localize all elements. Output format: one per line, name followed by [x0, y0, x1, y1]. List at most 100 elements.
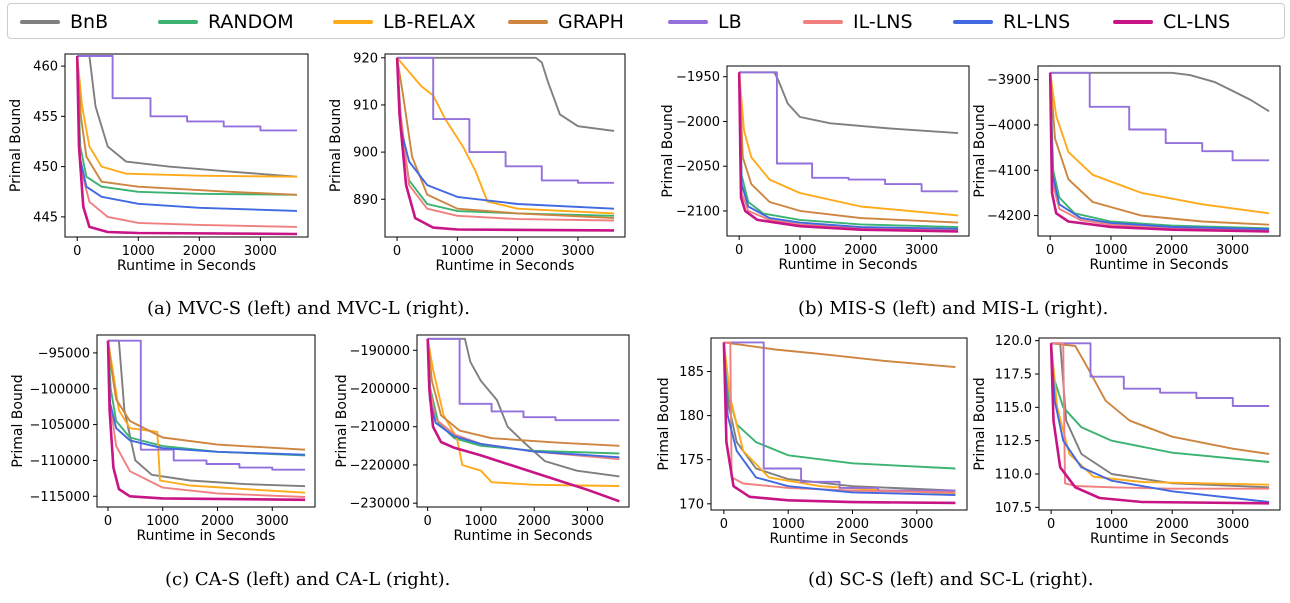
y-tick-label: −100000 — [29, 382, 90, 397]
series-line-bnb — [77, 55, 298, 178]
y-tick-label: 120.0 — [995, 334, 1032, 349]
series-line-rl-lns — [396, 57, 615, 210]
x-axis-label: Runtime in Seconds — [454, 528, 593, 544]
x-tick-label: 2000 — [844, 243, 877, 258]
y-tick-label: −3900 — [987, 73, 1031, 88]
series-line-bnb — [722, 342, 956, 492]
legend-item-bnb: BnB — [20, 4, 108, 40]
series-line-cl-lns — [395, 57, 615, 232]
chart-panel-5: 0 1000 2000 3000 −115000 −110000 −105000 −10000… — [10, 334, 316, 544]
legend-swatch — [20, 20, 60, 24]
x-tick-label: 0 — [720, 517, 728, 532]
y-tick-label: 110.0 — [995, 468, 1032, 483]
chart-panel-4: 0 1000 2000 3000 −4200 −4100 −4000 −3900 Runtime… — [972, 65, 1281, 273]
plot-frame — [384, 53, 626, 238]
legend-swatch — [1113, 20, 1153, 24]
series-line-lb — [427, 337, 620, 422]
plot-frame — [726, 65, 970, 237]
x-tick-label: 3000 — [571, 514, 604, 529]
series-line-graph — [396, 57, 615, 220]
legend-label: IL-LNS — [853, 11, 913, 33]
legend-label: RL-LNS — [1003, 11, 1071, 33]
series-line-lb-relax — [76, 55, 298, 178]
y-tick-label: 450 — [33, 160, 58, 175]
series-line-graph — [107, 340, 306, 451]
x-tick-label: 2000 — [518, 514, 551, 529]
legend-label: RANDOM — [208, 11, 294, 33]
x-tick-label: 0 — [735, 243, 743, 258]
y-tick-label: 117.5 — [995, 368, 1032, 383]
series-line-bnb — [1050, 71, 1270, 113]
series-line-lb — [1051, 342, 1270, 407]
x-axis-label: Runtime in Seconds — [436, 258, 575, 274]
series-line-lb — [397, 56, 615, 184]
y-tick-label: 115.0 — [995, 401, 1032, 416]
x-tick-label: 3000 — [905, 243, 938, 258]
x-axis-label: Runtime in Seconds — [137, 528, 276, 544]
series-line-graph — [1049, 72, 1270, 226]
x-axis-label: Runtime in Seconds — [1090, 257, 1229, 273]
x-axis-label: Runtime in Seconds — [779, 257, 918, 273]
series-line-lb — [108, 339, 306, 471]
plot-frame — [710, 337, 968, 511]
y-axis-label: Primal Bound — [972, 104, 988, 197]
y-tick-label: −4000 — [987, 118, 1031, 133]
legend-item-lb: LB — [668, 4, 742, 40]
y-axis-label: Primal Bound — [328, 99, 344, 192]
chart-panel-6: 0 1000 2000 3000 −230000 −220000 −210000 −20000… — [334, 334, 630, 544]
y-axis-label: Primal Bound — [656, 377, 672, 470]
x-tick-label: 1000 — [146, 514, 179, 529]
y-tick-label: −1950 — [676, 70, 720, 85]
caption-d: (d) SC-S (left) and SC-L (right). — [808, 569, 1094, 590]
series-line-random — [1049, 72, 1270, 230]
series-line-cl-lns — [1049, 343, 1270, 505]
series-line-cl-lns — [426, 338, 620, 503]
y-tick-label: 170 — [679, 497, 704, 512]
x-tick-label: 0 — [393, 244, 401, 259]
x-tick-label: 2000 — [1156, 517, 1189, 532]
x-tick-label: 2000 — [201, 514, 234, 529]
x-tick-label: 2000 — [183, 244, 216, 259]
legend-label: BnB — [70, 11, 109, 33]
legend-swatch — [803, 20, 843, 24]
x-tick-label: 2000 — [836, 517, 869, 532]
y-axis-label: Primal Bound — [334, 374, 350, 467]
series-line-rl-lns — [107, 340, 306, 456]
legend-item-il-lns: IL-LNS — [803, 4, 913, 40]
y-tick-label: 460 — [33, 60, 58, 75]
x-tick-label: 3000 — [561, 244, 594, 259]
series-line-bnb — [739, 71, 959, 135]
series-line-lb — [739, 71, 959, 193]
series-line-lb-relax — [107, 340, 306, 494]
caption-b: (b) MIS-S (left) and MIS-L (right). — [798, 298, 1109, 319]
y-tick-label: 180 — [679, 409, 704, 424]
series-line-graph — [1050, 342, 1270, 455]
legend-item-random: RANDOM — [158, 4, 294, 40]
legend-label: LB — [718, 11, 742, 33]
plot-frame — [64, 53, 309, 238]
plot-frame — [1038, 337, 1281, 511]
x-axis-label: Runtime in Seconds — [1090, 531, 1229, 547]
y-tick-label: −190000 — [349, 344, 410, 359]
legend-item-lb-relax: LB-RELAX — [333, 4, 476, 40]
chart-panel-2: 0 1000 2000 3000 890 900 910 920 Runtime in Seco… — [328, 51, 626, 274]
series-line-random — [396, 57, 615, 217]
chart-panel-8: 0 1000 2000 3000 107.5 110.0 112.5 115.0 117.5 12… — [972, 334, 1281, 547]
legend-swatch — [508, 20, 548, 24]
series-line-lb-relax — [1050, 343, 1270, 486]
chart-panel-3: 0 1000 2000 3000 −2100 −2050 −2000 −1950 Runtime… — [660, 65, 970, 273]
series-line-random — [722, 342, 956, 470]
series-line-bnb — [108, 339, 306, 488]
series-line-rl-lns — [722, 342, 956, 496]
y-tick-label: −220000 — [349, 458, 410, 473]
x-tick-label: 3000 — [1216, 243, 1249, 258]
x-tick-label: 2000 — [1155, 243, 1188, 258]
series-line-cl-lns — [1048, 72, 1270, 233]
series-line-cl-lns — [75, 55, 298, 236]
y-tick-label: −4200 — [987, 209, 1031, 224]
x-axis-label: Runtime in Seconds — [117, 258, 256, 274]
x-tick-label: 1000 — [1094, 243, 1127, 258]
x-tick-label: 0 — [1047, 517, 1055, 532]
y-tick-label: 185 — [679, 365, 704, 380]
